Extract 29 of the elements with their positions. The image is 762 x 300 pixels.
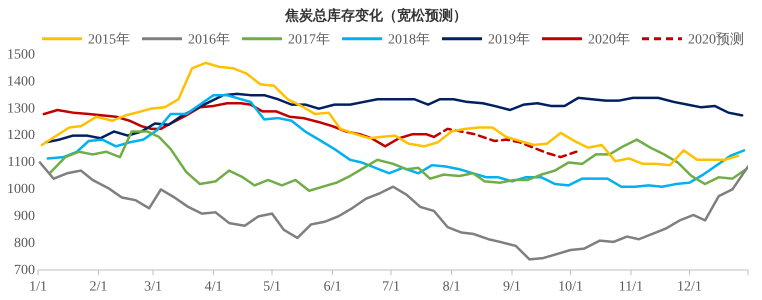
- y-tick-label: 900: [14, 209, 35, 224]
- y-tick-label: 1000: [7, 182, 35, 198]
- y-tick-label: 1100: [8, 155, 35, 170]
- legend-label: 2020预测: [688, 31, 744, 48]
- x-tick-label: 3/1: [144, 279, 162, 294]
- x-tick-label: 9/1: [503, 279, 521, 294]
- legend-label: 2018年: [388, 31, 430, 48]
- x-tick-label: 10/1: [558, 279, 583, 294]
- legend-label: 2016年: [188, 31, 230, 48]
- legend-label: 2017年: [288, 31, 330, 48]
- x-tick-label: 11/1: [618, 279, 644, 294]
- y-tick-label: 1400: [7, 74, 35, 90]
- y-tick-label: 1500: [7, 47, 35, 62]
- x-tick-label: 12/1: [677, 279, 702, 294]
- x-tick-label: 8/1: [442, 279, 460, 294]
- x-tick-label: 1/1: [29, 279, 47, 294]
- chart-title: 焦炭总库存变化（宽松预测）: [284, 7, 467, 24]
- x-tick-label: 5/1: [263, 279, 282, 294]
- y-tick-label: 1200: [7, 128, 35, 144]
- y-tick-label: 1300: [7, 101, 35, 116]
- x-tick-label: 4/1: [204, 279, 222, 294]
- x-tick-label: 7/1: [382, 279, 400, 294]
- x-tick-label: 2/1: [90, 279, 108, 294]
- legend-label: 2019年: [488, 31, 530, 48]
- y-tick-label: 800: [14, 236, 35, 251]
- legend-label: 2015年: [88, 31, 130, 48]
- legend-label: 2020年: [588, 31, 630, 48]
- y-tick-label: 700: [14, 262, 35, 278]
- x-tick-label: 6/1: [324, 279, 342, 294]
